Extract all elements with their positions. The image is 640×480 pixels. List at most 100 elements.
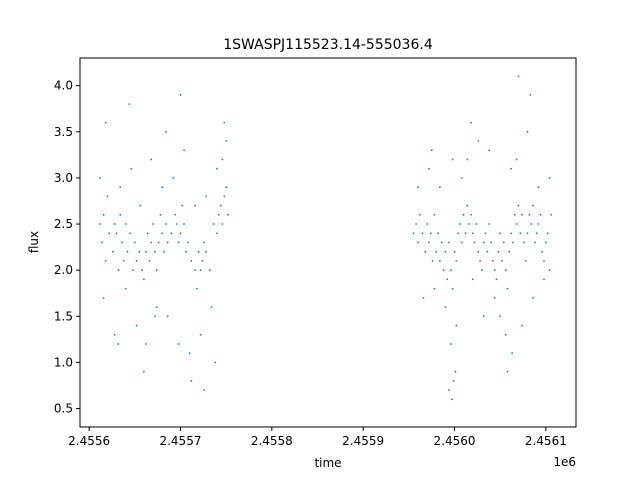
y-axis-label: flux xyxy=(27,231,41,253)
data-point xyxy=(479,260,481,262)
data-point xyxy=(106,195,109,198)
data-point xyxy=(521,213,523,216)
data-point xyxy=(113,223,116,225)
data-point xyxy=(460,241,463,244)
data-point xyxy=(155,269,158,272)
data-point xyxy=(484,232,487,235)
data-point xyxy=(144,343,147,345)
data-point xyxy=(421,232,424,235)
data-point xyxy=(526,232,529,235)
data-point xyxy=(166,315,169,318)
data-point xyxy=(122,260,125,262)
data-point xyxy=(424,250,427,253)
data-point xyxy=(428,167,430,170)
data-point xyxy=(165,130,167,133)
data-point xyxy=(161,186,164,189)
data-point xyxy=(205,195,208,198)
data-point xyxy=(223,121,226,124)
data-point xyxy=(502,241,505,244)
data-point xyxy=(493,269,496,272)
data-point xyxy=(201,260,204,262)
data-point xyxy=(464,232,467,235)
data-point xyxy=(528,213,531,216)
x-tick-label: 2.4559 xyxy=(342,434,384,448)
data-point xyxy=(495,278,498,281)
data-point xyxy=(468,223,470,225)
data-point xyxy=(121,241,123,244)
data-point xyxy=(453,250,456,253)
data-point xyxy=(126,250,129,253)
y-tick-label: 2.0 xyxy=(54,263,73,277)
data-point xyxy=(203,241,206,244)
data-point xyxy=(477,140,480,142)
data-point xyxy=(532,204,534,207)
data-point xyxy=(455,324,458,327)
data-point xyxy=(433,287,436,290)
data-point xyxy=(481,269,483,272)
data-point xyxy=(499,315,502,318)
data-point xyxy=(163,250,165,253)
data-point xyxy=(470,121,472,124)
data-point xyxy=(541,250,544,253)
data-point xyxy=(174,213,176,216)
data-point xyxy=(517,75,520,78)
x-tick-label: 2.4556 xyxy=(68,434,110,448)
data-point xyxy=(537,223,540,225)
data-point xyxy=(492,260,494,262)
data-point xyxy=(181,204,184,207)
data-point xyxy=(451,158,454,161)
data-point xyxy=(108,232,111,235)
data-point xyxy=(497,250,500,253)
data-point xyxy=(155,306,158,308)
data-point xyxy=(104,121,107,124)
data-point xyxy=(444,306,447,308)
y-tick-label: 2.5 xyxy=(54,217,73,231)
data-point xyxy=(124,287,127,290)
data-point xyxy=(450,269,452,272)
data-point xyxy=(139,204,142,207)
data-point xyxy=(431,260,434,262)
data-point xyxy=(128,103,131,105)
data-point xyxy=(448,389,450,391)
data-point xyxy=(506,287,509,290)
data-point xyxy=(216,167,218,170)
data-point xyxy=(194,269,197,272)
data-point xyxy=(199,269,202,272)
data-point xyxy=(504,269,507,272)
data-point xyxy=(439,260,441,262)
data-point xyxy=(170,232,173,235)
data-point xyxy=(488,223,491,225)
data-point xyxy=(450,343,452,345)
data-point xyxy=(488,149,491,152)
data-point xyxy=(190,260,193,262)
data-point xyxy=(524,260,527,262)
chart-title: 1SWASPJ115523.14-555036.4 xyxy=(223,37,433,53)
data-point xyxy=(504,333,507,336)
data-point xyxy=(539,213,542,216)
data-point xyxy=(138,250,141,253)
data-point xyxy=(208,269,211,272)
data-point xyxy=(196,287,198,290)
data-point xyxy=(446,278,449,281)
data-point xyxy=(225,186,228,189)
data-point xyxy=(451,287,454,290)
x-axis-offset-label: 1e6 xyxy=(553,455,576,469)
data-point xyxy=(473,241,476,244)
data-point xyxy=(415,223,417,225)
data-point xyxy=(521,324,523,327)
data-point xyxy=(510,232,512,235)
data-point xyxy=(433,213,436,216)
data-point xyxy=(510,167,512,170)
data-point xyxy=(150,241,153,244)
data-point xyxy=(129,232,132,235)
data-point xyxy=(455,260,458,262)
data-point xyxy=(548,269,551,272)
data-point xyxy=(517,204,520,207)
data-point xyxy=(506,370,509,373)
data-point xyxy=(430,149,433,152)
data-point xyxy=(417,241,419,244)
data-point xyxy=(188,352,191,355)
data-point xyxy=(462,213,465,216)
data-point xyxy=(477,250,480,253)
data-point xyxy=(212,223,215,225)
